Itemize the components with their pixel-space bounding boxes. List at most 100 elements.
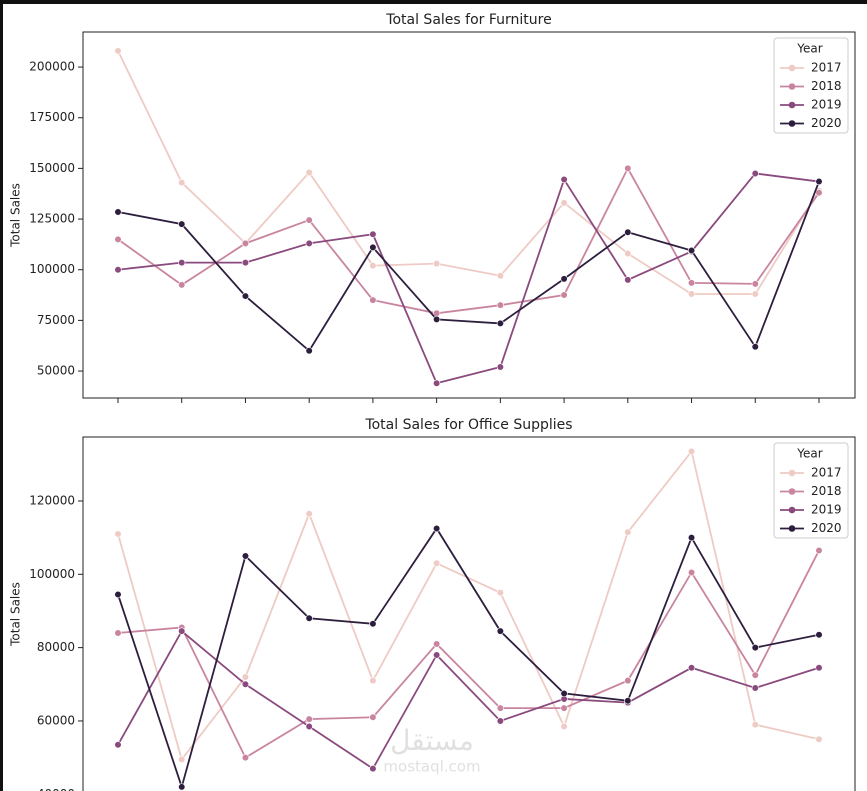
point: [751, 671, 759, 679]
legend-marker: [788, 488, 796, 495]
point: [496, 589, 504, 597]
point: [369, 243, 377, 252]
point: [560, 199, 568, 207]
point: [687, 246, 696, 255]
legend-marker: [788, 525, 796, 532]
point: [751, 721, 759, 729]
point: [433, 524, 441, 533]
point: [178, 281, 186, 289]
point: [241, 259, 250, 267]
point: [496, 363, 504, 371]
legend-marker: [788, 506, 796, 514]
point: [433, 379, 441, 387]
point: [624, 249, 632, 258]
point: [305, 510, 313, 518]
point: [114, 590, 122, 599]
point: [241, 239, 250, 247]
point: [369, 296, 377, 304]
series-line: [117, 550, 820, 759]
point: [305, 168, 313, 177]
legend-marker: [788, 83, 796, 90]
point: [560, 689, 568, 698]
point: [241, 292, 250, 300]
point: [751, 644, 759, 652]
point: [369, 677, 377, 685]
y-tick-label: 50000: [37, 364, 75, 378]
point: [178, 783, 186, 791]
y-tick-label: 75000: [37, 313, 75, 327]
legend-marker: [788, 469, 796, 477]
point: [815, 189, 823, 197]
legend-box: [773, 37, 849, 134]
legend-label: 2020: [811, 116, 842, 130]
point: [433, 260, 441, 268]
point: [560, 275, 568, 283]
point: [815, 546, 823, 555]
point: [114, 530, 122, 538]
point: [815, 735, 823, 743]
point: [114, 208, 122, 216]
point: [496, 319, 504, 328]
point: [178, 259, 186, 267]
point: [369, 262, 377, 270]
watermark: mostaql.com: [383, 758, 480, 776]
series-line: [117, 526, 820, 791]
point: [433, 315, 441, 323]
point: [305, 347, 313, 355]
point: [369, 765, 377, 773]
point: [751, 343, 759, 351]
point: [687, 664, 696, 672]
point: [624, 164, 632, 172]
y-tick-label: 150000: [29, 161, 75, 175]
point: [560, 704, 568, 712]
point: [496, 717, 504, 725]
y-tick-label: 60000: [37, 713, 75, 727]
point: [433, 559, 441, 567]
point: [496, 704, 504, 712]
watermark: مستقل: [390, 724, 474, 757]
point: [305, 239, 313, 247]
legend-box: [773, 442, 849, 539]
legend-label: 2018: [811, 79, 842, 93]
point: [687, 568, 696, 577]
legend-title: Year: [796, 447, 822, 461]
y-tick-label: 80000: [37, 640, 75, 654]
legend-label: 2018: [811, 484, 842, 498]
legend-label: 2020: [811, 521, 842, 535]
point: [178, 755, 186, 764]
point: [815, 177, 823, 186]
point: [305, 715, 313, 723]
legend-marker: [788, 101, 796, 109]
point: [687, 279, 696, 287]
point: [815, 664, 823, 672]
chart-title: Total Sales for Furniture: [385, 12, 551, 28]
plot-area: [114, 47, 823, 387]
top-border: [0, 0, 867, 4]
y-tick-label: 175000: [29, 110, 75, 124]
series-line: [117, 166, 820, 315]
y-axis-label: Total Sales: [9, 183, 23, 248]
point: [369, 713, 377, 721]
point: [560, 722, 568, 731]
point: [815, 631, 823, 639]
point: [751, 684, 759, 692]
point: [560, 175, 568, 184]
point: [114, 47, 122, 55]
axes-frame: [82, 31, 856, 399]
point: [305, 722, 313, 731]
point: [369, 230, 377, 238]
point: [178, 627, 186, 635]
series-line: [117, 50, 820, 295]
legend-label: 2017: [811, 466, 842, 480]
series-line: [117, 172, 820, 385]
y-tick-label: 125000: [29, 212, 75, 226]
point: [241, 680, 250, 688]
legend-label: 2019: [811, 503, 842, 517]
point: [624, 228, 632, 236]
point: [751, 169, 759, 178]
point: [305, 216, 313, 224]
point: [687, 534, 696, 542]
point: [114, 629, 122, 637]
